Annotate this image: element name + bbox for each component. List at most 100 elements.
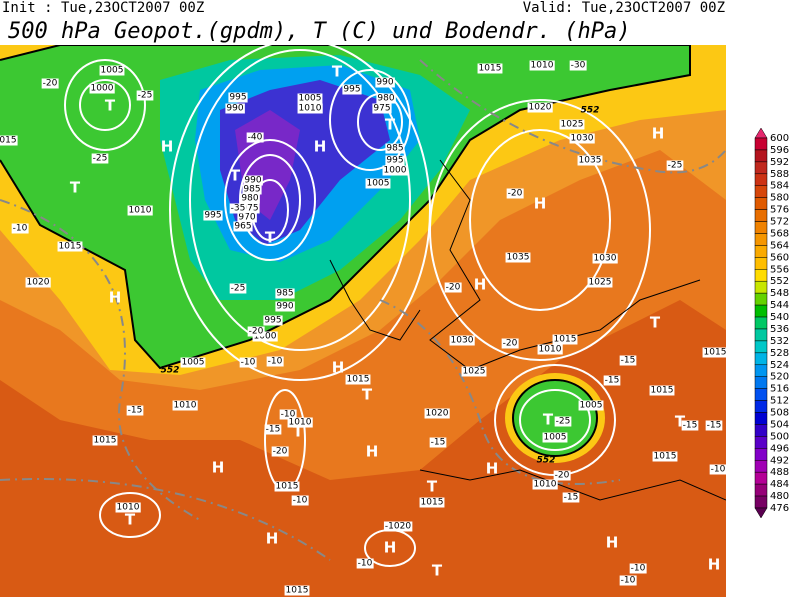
label-box	[239, 357, 257, 368]
contour-label: 1015	[554, 335, 577, 345]
isobar	[189, 49, 411, 351]
contour-label: -35	[231, 204, 246, 214]
label-box	[345, 374, 371, 385]
label-box	[356, 558, 374, 569]
label-box	[233, 221, 253, 232]
pressure-center: T	[362, 386, 373, 404]
contour-label: 1025	[589, 278, 612, 288]
label-box	[619, 355, 637, 366]
colorbar-label: 552	[770, 276, 789, 287]
contour-552	[0, 45, 691, 370]
label-box	[291, 495, 309, 506]
pressure-center: H	[314, 138, 327, 156]
contour-label: -20	[43, 79, 58, 89]
colorbar-swatch	[754, 185, 768, 198]
label-box	[501, 338, 519, 349]
init-time: Init : Tue,23OCT2007 00Z	[2, 0, 204, 16]
pressure-center: T	[230, 167, 241, 185]
label-box	[461, 366, 487, 377]
contour-label: 995	[264, 316, 281, 326]
contour-label: 1005	[544, 433, 567, 443]
label-box	[279, 409, 297, 420]
label-box	[297, 93, 323, 104]
colorbar-label: 560	[770, 252, 789, 263]
isotherm	[419, 59, 726, 174]
colorbar-label: 568	[770, 228, 789, 239]
contour-label: 1000	[384, 166, 407, 176]
colorbar-swatch	[754, 197, 768, 210]
label-box	[709, 464, 727, 475]
label-box	[629, 563, 647, 574]
label-box	[252, 331, 278, 342]
label-box	[274, 481, 300, 492]
label-box	[243, 175, 263, 186]
label-box	[266, 356, 284, 367]
colorbar-swatch	[754, 137, 768, 151]
label-box	[41, 78, 59, 89]
contour-label: 975	[241, 204, 258, 214]
colorbar-swatch	[754, 257, 768, 270]
label-box	[57, 241, 83, 252]
contour-label: -20	[508, 189, 523, 199]
colorbar-swatch	[754, 364, 768, 377]
label-box	[372, 103, 392, 114]
contour-label: -20	[446, 283, 461, 293]
colorbar-swatch	[754, 448, 768, 461]
colorbar-label: 484	[770, 479, 789, 490]
pressure-center: H	[708, 556, 721, 574]
contour-label: -10	[268, 357, 283, 367]
isotherm	[0, 199, 201, 521]
contour-label: -15	[683, 421, 698, 431]
label-box	[559, 119, 585, 130]
pressure-center: T	[332, 63, 343, 81]
label-box	[569, 133, 595, 144]
contour-label: 1010	[299, 104, 322, 114]
contour-label: 990	[226, 104, 243, 114]
contour-label: 1015	[704, 348, 727, 358]
colorbar-label: 476	[770, 503, 789, 514]
label-box	[264, 424, 282, 435]
isobar	[429, 99, 651, 361]
map-title: 500 hPa Geopot.(gpdm), T (C) und Bodendr…	[8, 19, 631, 44]
contour-label: 1010	[289, 418, 312, 428]
colorbar-label: 520	[770, 372, 789, 383]
colorbar-swatch	[754, 412, 768, 425]
contour-label: 1010	[531, 61, 554, 71]
colorbar-label: 516	[770, 384, 789, 395]
contour-label: 985	[386, 144, 403, 154]
label-box	[553, 470, 571, 481]
pressure-center: T	[432, 562, 443, 580]
contour-label: 1005	[367, 179, 390, 189]
isobar	[519, 389, 591, 451]
label-box	[263, 315, 283, 326]
label-box	[603, 375, 621, 386]
colorbar: 6005965925885845805765725685645605565525…	[754, 127, 789, 519]
contour-label: 965	[234, 222, 251, 232]
label-box	[89, 83, 115, 94]
label-box	[562, 492, 580, 503]
label-box	[705, 420, 723, 431]
colorbar-swatch	[754, 173, 768, 186]
colorbar-label: 572	[770, 217, 789, 228]
label-box	[506, 188, 524, 199]
colorbar-label: 592	[770, 157, 789, 168]
pressure-center: T	[70, 179, 81, 197]
colorbar-swatch	[754, 328, 768, 342]
label-box	[228, 92, 248, 103]
label-box	[275, 288, 295, 299]
label-box	[229, 203, 247, 214]
label-box	[225, 103, 245, 114]
label-box	[505, 252, 531, 263]
contour-label: 015	[0, 136, 17, 146]
contour-label: -25	[231, 284, 246, 294]
contour-label: -10	[711, 465, 726, 475]
colorbar-swatch	[754, 483, 768, 497]
contour-label: 1005	[299, 94, 322, 104]
label-box	[529, 60, 555, 71]
label-box	[342, 84, 362, 95]
contour-label: -25	[138, 91, 153, 101]
colorbar-label: 492	[770, 455, 789, 466]
pressure-center: T	[125, 511, 136, 529]
contour-label: 1030	[451, 336, 474, 346]
